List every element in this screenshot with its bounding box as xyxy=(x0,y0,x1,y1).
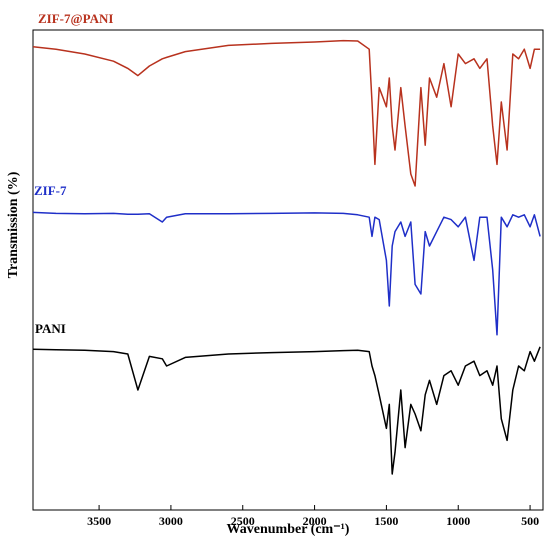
x-tick-label: 1000 xyxy=(446,514,470,528)
x-tick-label: 3000 xyxy=(159,514,183,528)
plot-frame xyxy=(32,29,544,511)
x-tick-label: 2500 xyxy=(231,514,255,528)
y-axis-label: Transmission (%) xyxy=(6,171,21,278)
series-label: PANI xyxy=(35,321,66,336)
x-tick-label: 500 xyxy=(521,514,539,528)
series-label: ZIF-7 xyxy=(34,183,67,198)
x-tick-label: 2000 xyxy=(303,514,327,528)
series-line xyxy=(32,211,541,336)
x-axis-label: Wavenumber (cm⁻¹) xyxy=(227,522,350,537)
series-label: ZIF-7@PANI xyxy=(38,11,113,26)
series-line xyxy=(32,39,541,187)
series-line xyxy=(32,346,541,475)
x-tick-label: 1500 xyxy=(374,514,398,528)
x-tick-label: 3500 xyxy=(87,514,111,528)
